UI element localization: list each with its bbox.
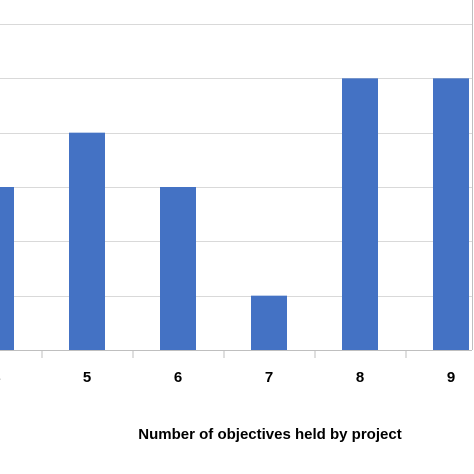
- x-axis-title: Number of objectives held by project: [138, 426, 401, 443]
- bar: [251, 295, 287, 350]
- x-tick-label: 6: [174, 369, 182, 386]
- bar: [433, 78, 469, 350]
- bar: [69, 132, 105, 350]
- bar: [342, 78, 378, 350]
- x-tick-label: 8: [356, 369, 364, 386]
- bar: [0, 187, 14, 350]
- x-tick-label: 4: [0, 369, 1, 386]
- x-tick-label: 9: [447, 369, 455, 386]
- bar: [160, 187, 196, 350]
- x-tick-label: 7: [265, 369, 273, 386]
- x-tick-label: 5: [83, 369, 91, 386]
